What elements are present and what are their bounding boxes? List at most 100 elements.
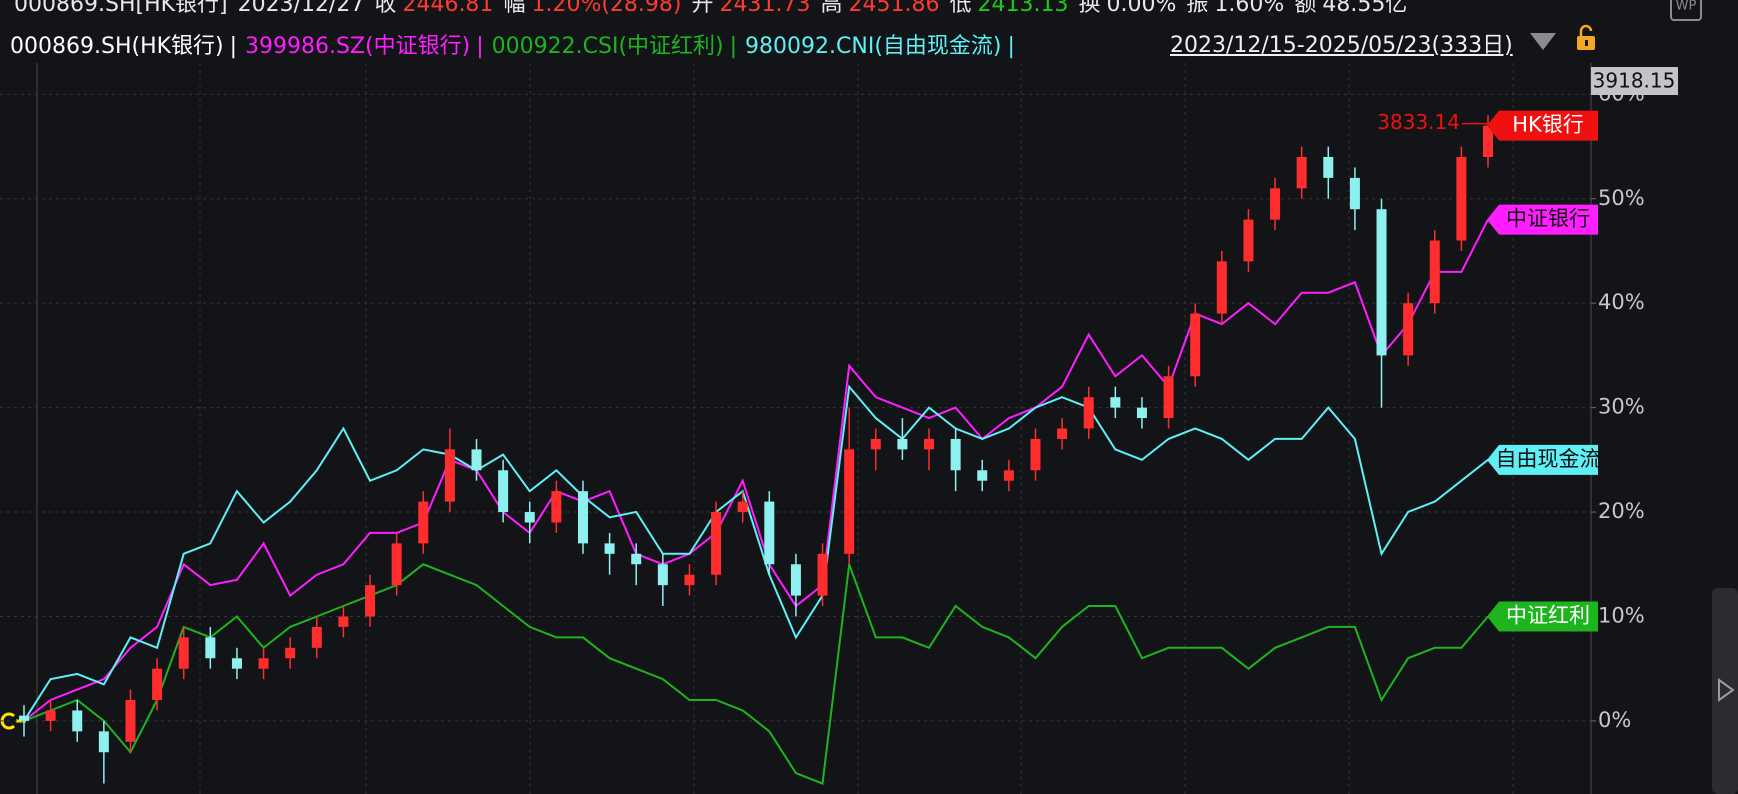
candle-body <box>19 715 29 721</box>
legend-entry[interactable]: 000869.SH(HK银行) <box>10 34 224 59</box>
date-range[interactable]: 2023/12/15-2025/05/23(333日) <box>1170 33 1513 58</box>
candle-body <box>1003 470 1014 481</box>
line <box>23 384 1489 722</box>
candle-body <box>604 543 615 554</box>
series-tag: 中证红利 <box>1487 601 1598 632</box>
candles <box>19 115 1493 784</box>
tag-box <box>1487 110 1598 141</box>
tag-label: 中证银行 <box>1506 207 1590 231</box>
series-tag: 自由现金流 <box>1487 444 1601 475</box>
candle-body <box>1483 125 1493 157</box>
candle-body <box>285 647 296 659</box>
tag-box <box>1487 601 1598 632</box>
legend-entry[interactable]: 399986.SZ(中证银行) <box>245 34 471 59</box>
candle-body <box>711 512 722 575</box>
candle-body <box>1376 209 1387 356</box>
candle-body <box>897 438 908 450</box>
candle-body <box>1057 428 1068 439</box>
series-tag: HK银行 <box>1487 110 1598 141</box>
y-tick-label: 40% <box>1598 290 1645 314</box>
toolbar-icon[interactable]: WP <box>1670 0 1702 21</box>
field-value: 2413.13 <box>977 0 1069 17</box>
legend-separator: | <box>729 34 738 59</box>
candle-body <box>950 438 961 471</box>
top-price: 3918.15 <box>1591 67 1678 95</box>
y-tick-label: 10% <box>1598 603 1645 627</box>
price-box-label: 3918.15 <box>1593 69 1676 93</box>
candle-body <box>125 700 136 742</box>
field-label: 开 <box>691 0 714 17</box>
candle-body <box>737 501 748 513</box>
candle-body <box>45 710 56 721</box>
y-tick-label: 20% <box>1598 499 1645 523</box>
legend-separator: | <box>1007 34 1015 59</box>
quote-header: 000869.SH[HK银行] 2023/12/27 收 2446.81 幅 1.20%(… <box>14 0 1417 18</box>
field-value: 2446.81 <box>402 0 494 17</box>
candle-body <box>524 512 535 523</box>
candle-body <box>631 553 642 565</box>
candle-body <box>551 491 562 523</box>
field-value: 1.20%(28.98) <box>531 0 682 17</box>
candle-body <box>498 470 509 513</box>
y-tick-label: 0% <box>1598 708 1631 732</box>
field-label: 振 <box>1186 0 1209 17</box>
candle-body <box>418 501 429 544</box>
y-tick-label: 30% <box>1598 395 1645 419</box>
lock-icon[interactable] <box>1577 24 1595 50</box>
candle-body <box>577 491 588 544</box>
field-value: 48.55亿 <box>1322 0 1408 17</box>
candle-body <box>1136 407 1147 419</box>
series-tag: 中证银行 <box>1487 204 1598 235</box>
candle-body <box>657 564 668 586</box>
candle-body <box>365 585 376 617</box>
candle-body <box>1429 240 1440 304</box>
candle-body <box>924 438 935 450</box>
legend-entry[interactable]: 980092.CNI(自由现金流) <box>745 34 1002 59</box>
field-value: 0.00% <box>1106 0 1177 17</box>
candle-body <box>1296 156 1307 189</box>
candle-body <box>391 543 402 586</box>
tag-label: HK银行 <box>1512 113 1584 137</box>
candle-body <box>844 449 855 554</box>
legend-separator: | <box>476 34 484 59</box>
candle-body <box>1270 188 1281 220</box>
candle-body <box>1110 397 1121 408</box>
tag-box <box>1487 204 1598 235</box>
field-label: 高 <box>820 0 843 17</box>
candle-body <box>1456 156 1467 241</box>
field-value: 2431.73 <box>719 0 811 17</box>
candle-body <box>205 637 216 659</box>
candle-body <box>790 564 801 596</box>
candle-body <box>471 449 482 471</box>
tag-box <box>1487 444 1598 475</box>
candle-body <box>338 616 349 627</box>
legend-separator: | <box>229 34 238 59</box>
candle-body <box>977 470 988 481</box>
tag-label: 中证红利 <box>1506 603 1590 627</box>
field-label: 额 <box>1294 0 1317 17</box>
price-box <box>1591 67 1678 95</box>
candle-body <box>98 731 109 753</box>
candle-body <box>1323 156 1334 178</box>
y-tick-label: 50% <box>1598 186 1645 210</box>
candle-body <box>1216 261 1227 314</box>
candle-body <box>311 626 322 648</box>
candle-body <box>72 710 83 732</box>
field-label: 收 <box>374 0 397 17</box>
dropdown[interactable] <box>1530 33 1556 50</box>
candle-body <box>231 658 242 669</box>
side-panel-toggle[interactable] <box>1712 588 1738 794</box>
icon-label: WP <box>1676 0 1697 14</box>
last-price-label: 3833.14 <box>1377 110 1460 134</box>
candle-body <box>1030 438 1041 471</box>
candle-body <box>1403 303 1414 356</box>
field-label: 幅 <box>503 0 526 17</box>
candle-body <box>817 553 828 596</box>
line <box>23 219 1489 722</box>
field-value: 1.60% <box>1214 0 1285 17</box>
legend-entry[interactable]: 000922.CSI(中证红利) <box>491 34 724 59</box>
candle-body <box>1190 313 1201 377</box>
candle-body <box>1083 397 1094 429</box>
quote-date: 2023/12/27 <box>237 0 365 17</box>
candle-body <box>178 637 189 669</box>
